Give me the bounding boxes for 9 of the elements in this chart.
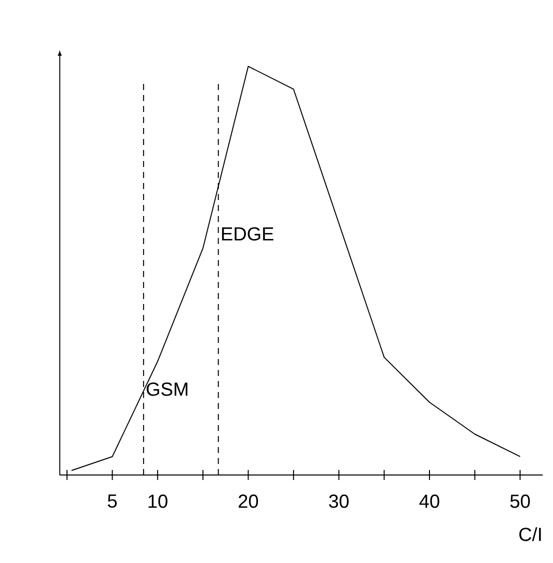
x-tick-label: 40 <box>419 494 440 508</box>
x-tick-label: 10 <box>148 494 168 508</box>
x-tick-label: 20 <box>238 494 258 508</box>
x-tick-label: 5 <box>108 494 117 508</box>
ref-line-label: GSM <box>146 382 188 396</box>
x-tick-label: 30 <box>329 494 349 508</box>
ref-line-label: EDGE <box>222 227 274 241</box>
x-tick-label: 50 <box>510 494 530 508</box>
x-axis-title: C/I <box>519 527 541 542</box>
